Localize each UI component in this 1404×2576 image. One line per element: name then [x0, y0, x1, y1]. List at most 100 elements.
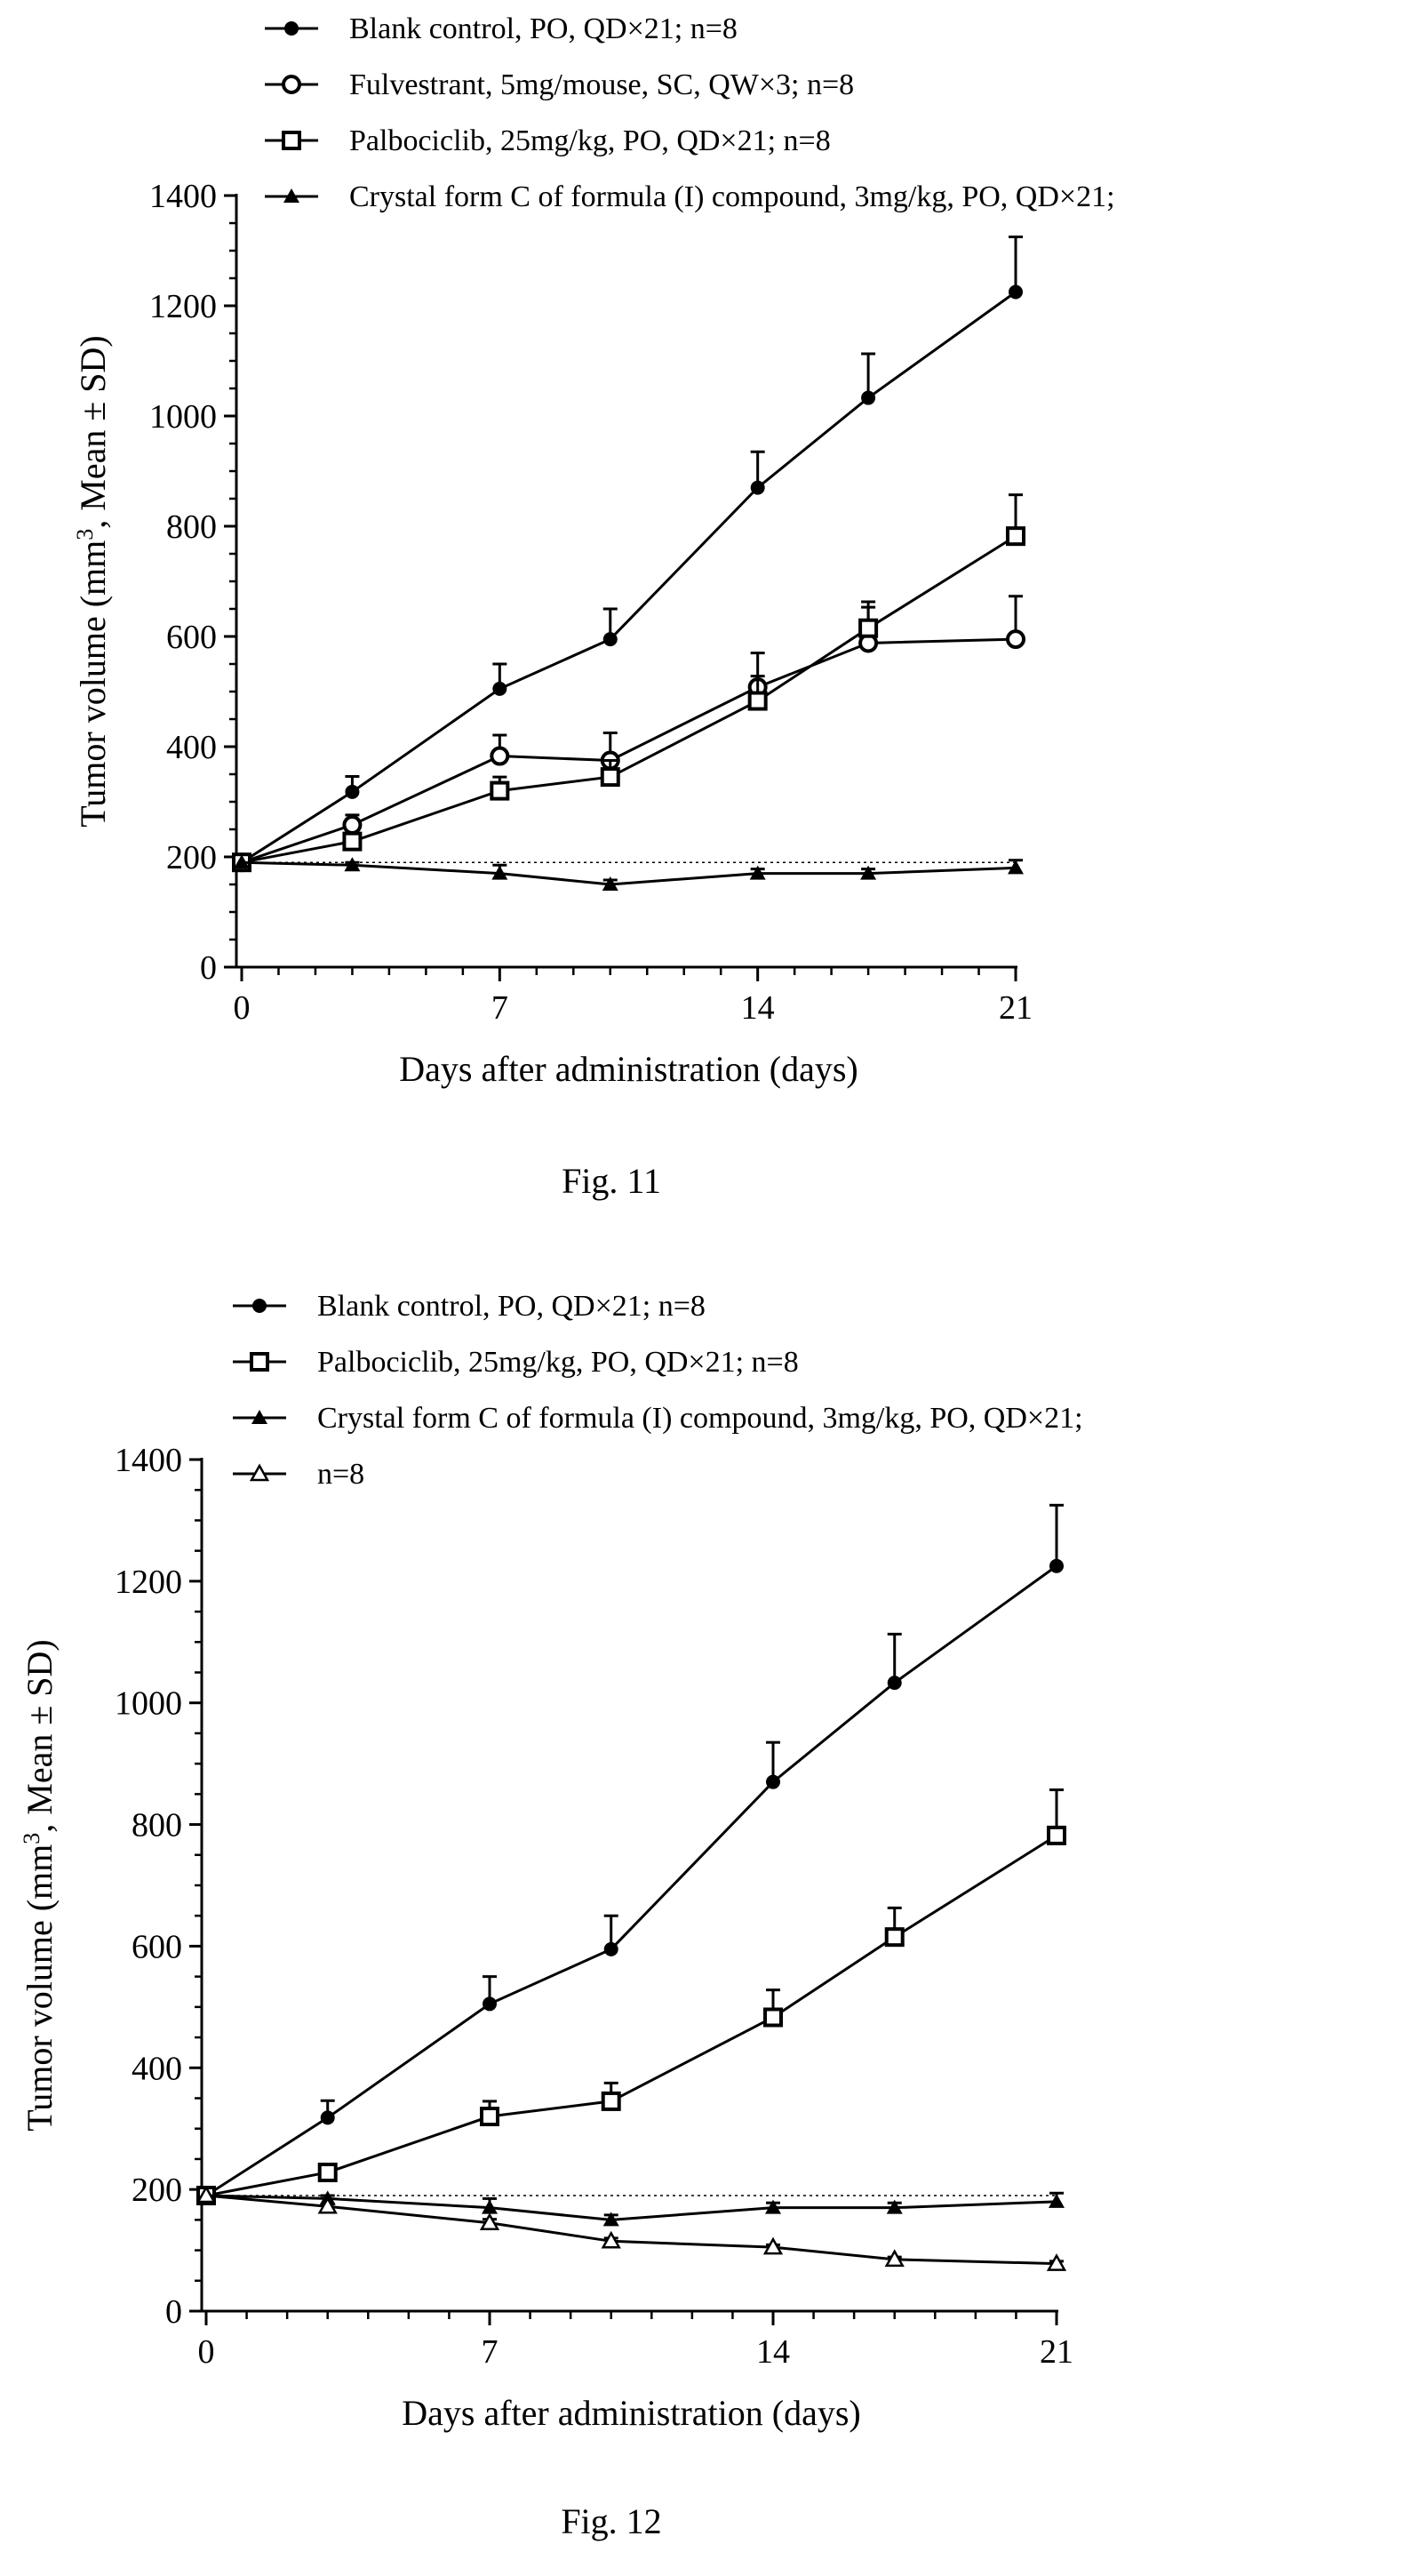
data-point	[747, 691, 768, 711]
series-3	[232, 493, 1025, 873]
data-point	[884, 2249, 905, 2268]
data-point	[762, 2236, 784, 2255]
data-point	[887, 1676, 902, 1691]
data-point	[601, 2230, 621, 2249]
y-axis: 0 200 400 600 800 1000 1200 1400	[149, 178, 238, 987]
x-tick-label: 14	[756, 2333, 790, 2371]
data-point	[492, 681, 507, 696]
x-axis: 0 7 14 21	[234, 965, 1033, 1027]
series-1	[199, 1503, 1064, 2203]
legend-label: Blank control, PO, QD×21; n=8	[317, 1290, 706, 1323]
data-point	[1006, 526, 1025, 547]
data-point	[491, 865, 508, 880]
data-point	[1008, 860, 1024, 875]
x-axis: 0 7 14 21	[198, 2309, 1073, 2371]
data-point	[342, 815, 363, 836]
legend-marker	[284, 21, 299, 36]
data-point	[1006, 629, 1025, 650]
fig-12-chart: Blank control, PO, QD×21; n=8 Palbociclib…	[19, 1290, 1083, 2541]
data-point	[344, 857, 361, 872]
data-point	[490, 746, 510, 766]
legend-entry: Blank control, PO, QD×21; n=8	[233, 1290, 706, 1323]
data-point	[749, 865, 766, 880]
x-axis-title: Days after administration (days)	[399, 1049, 858, 1089]
series-4	[195, 2185, 1067, 2271]
data-point	[750, 480, 765, 495]
data-point	[861, 390, 876, 405]
y-tick-label: 0	[165, 2293, 182, 2331]
data-point	[345, 784, 360, 799]
legend-label: Palbociclib, 25mg/kg, PO, QD×21; n=8	[317, 1346, 799, 1379]
x-tick-label: 21	[999, 989, 1033, 1027]
legend-marker	[251, 1410, 267, 1424]
y-tick-label: 1200	[115, 1564, 182, 1601]
series-line	[241, 534, 1017, 864]
data-point	[1047, 1825, 1066, 1845]
legend-label: n=8	[317, 1458, 364, 1491]
y-axis-title: Tumor volume (mm3, Mean ± SD)	[72, 335, 113, 827]
legend-label: Blank control, PO, QD×21; n=8	[349, 12, 738, 45]
legend-entry: n=8	[233, 1458, 364, 1491]
x-tick-label: 0	[198, 2333, 215, 2371]
data-point	[483, 1996, 497, 2012]
legend-marker	[282, 75, 301, 94]
y-axis-title-part: Tumor volume (mm	[73, 540, 113, 828]
x-tick-label: 7	[482, 2333, 499, 2371]
legend-entry: Crystal form C of formula (I) compound, …	[233, 1402, 1083, 1435]
series-2	[232, 595, 1025, 873]
legend-marker	[249, 1463, 270, 1482]
series-4	[234, 854, 1024, 891]
data-point	[602, 2212, 619, 2227]
legend-entry: Blank control, PO, QD×21; n=8	[265, 12, 738, 45]
y-tick-label: 0	[200, 949, 217, 987]
data-point	[602, 632, 618, 647]
legend-marker	[282, 131, 301, 150]
y-tick-label: 1200	[149, 288, 217, 325]
legend-marker	[250, 1352, 269, 1372]
y-tick-label: 400	[132, 2050, 182, 2087]
y-axis-title-part: , Mean ± SD)	[20, 1639, 60, 1832]
y-axis-title: Tumor volume (mm3, Mean ± SD)	[19, 1639, 60, 2131]
y-tick-label: 1000	[115, 1685, 182, 1723]
y-tick-label: 400	[166, 729, 217, 766]
y-axis-title-superscript: 3	[19, 1833, 44, 1844]
legend-marker	[252, 1299, 267, 1313]
data-point	[195, 2185, 217, 2204]
x-tick-label: 21	[1040, 2333, 1073, 2371]
data-point	[1049, 2193, 1065, 2208]
legend-label: Crystal form C of formula (I) compound, …	[317, 1402, 1083, 1435]
legend-entry: Crystal form C of formula (I) compound, …	[265, 180, 1115, 213]
data-point	[234, 854, 250, 869]
x-tick-label: 7	[491, 989, 508, 1027]
data-point	[479, 2212, 500, 2231]
data-point	[858, 618, 879, 638]
y-tick-label: 600	[166, 619, 217, 656]
y-tick-label: 1000	[149, 398, 217, 436]
data-point	[317, 2196, 338, 2214]
data-point	[860, 865, 877, 880]
data-point	[766, 1774, 780, 1789]
data-point	[342, 831, 363, 852]
y-tick-label: 600	[132, 1928, 182, 1965]
y-axis-title-superscript: 3	[72, 529, 98, 540]
y-tick-label: 1400	[115, 1442, 182, 1479]
series-line	[241, 860, 1017, 886]
y-axis: 0 200 400 600 800 1000 1200 1400	[115, 1442, 203, 2331]
x-tick-label: 14	[741, 989, 775, 1027]
series-line	[205, 1834, 1057, 2197]
data-point	[480, 2107, 499, 2127]
data-point	[320, 2110, 335, 2125]
figure-caption: Fig. 12	[561, 2501, 661, 2541]
figure-caption: Fig. 11	[562, 1161, 661, 1201]
y-tick-label: 800	[166, 508, 217, 546]
y-axis-title-part: Tumor volume (mm	[20, 1844, 60, 2132]
data-point	[600, 767, 620, 788]
data-point	[763, 2007, 783, 2028]
data-point	[601, 2091, 621, 2111]
legend-entry: Fulvestrant, 5mg/mouse, SC, QW×3; n=8	[265, 68, 854, 101]
y-tick-label: 200	[132, 2172, 182, 2209]
fig-11-chart: Blank control, PO, QD×21; n=8 Fulvestrant…	[72, 12, 1115, 1201]
x-axis-title: Days after administration (days)	[402, 2393, 861, 2433]
y-tick-label: 800	[132, 1807, 182, 1844]
